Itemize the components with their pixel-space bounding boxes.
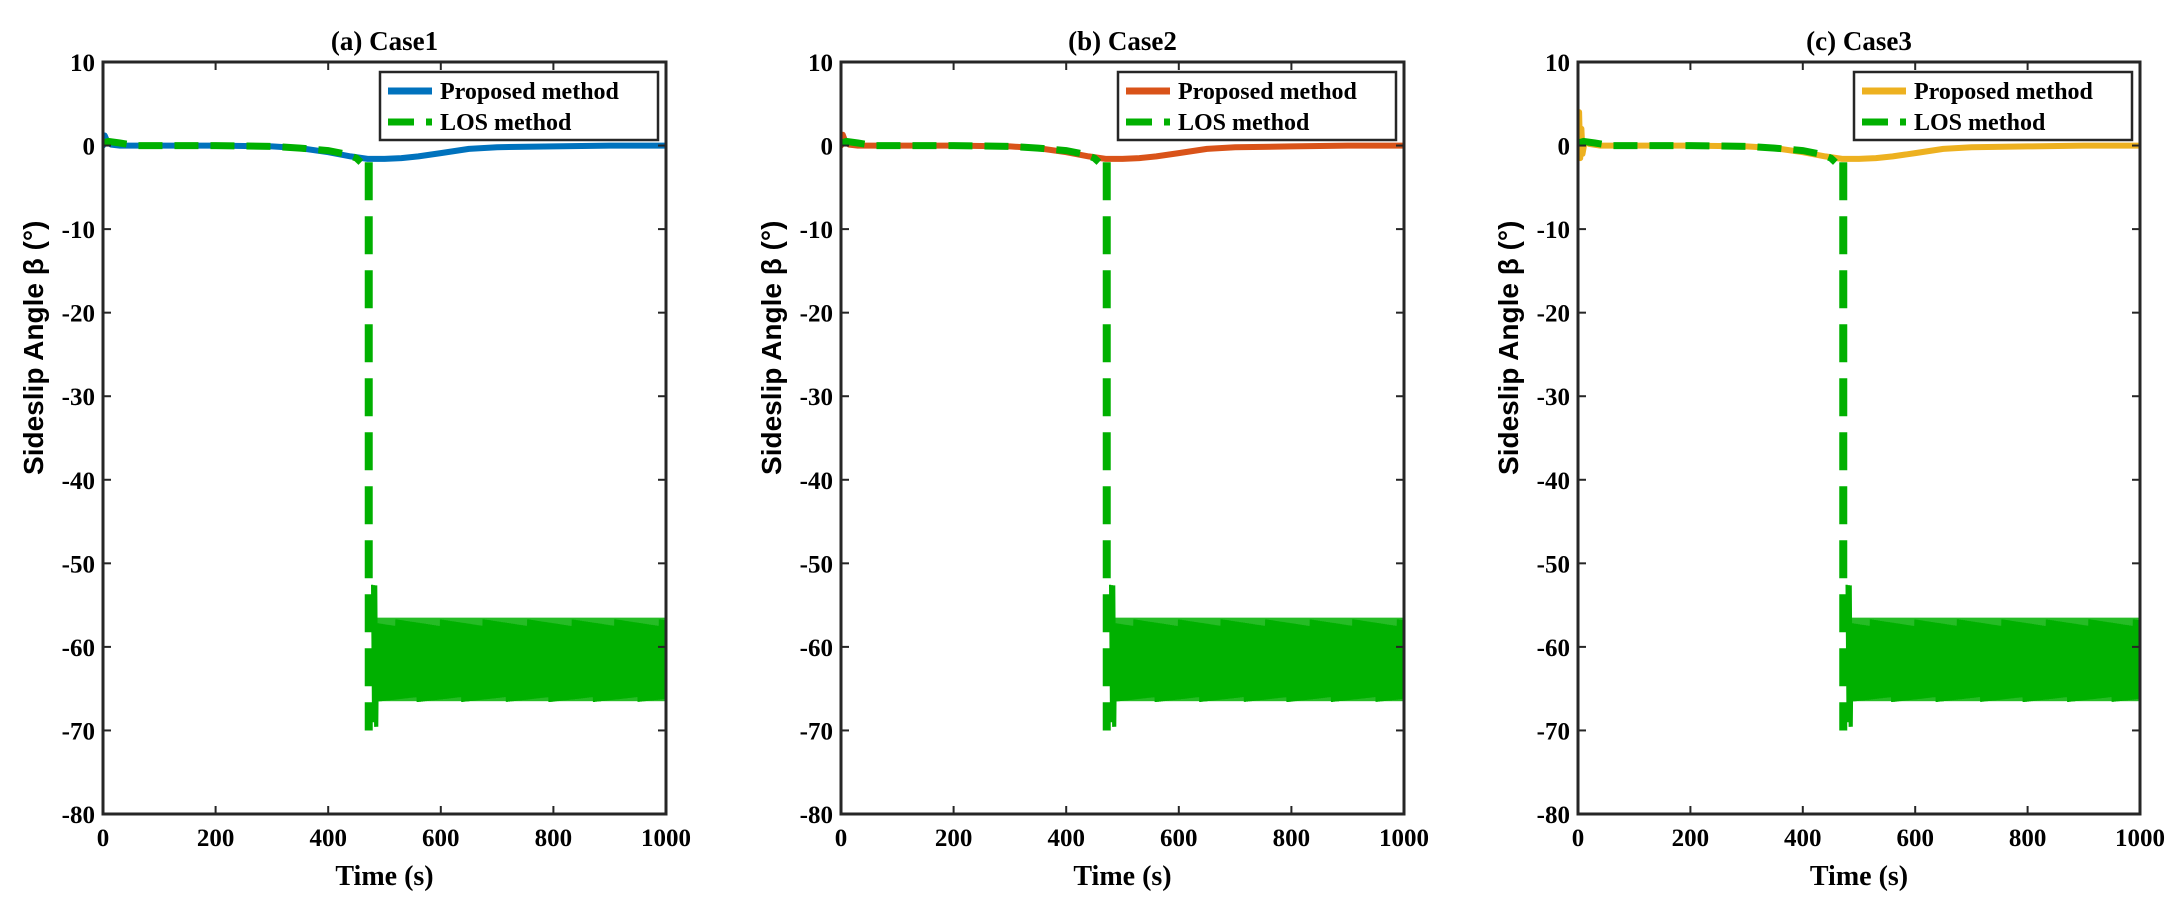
series-band-los [1112,617,1404,702]
series-band-los [1848,617,2140,702]
y-tick-label: 10 [1545,50,1570,77]
y-tick-label: -60 [62,635,95,662]
y-axis-label: Sideslip Angle β (°) [18,221,49,475]
legend: Proposed method LOS method [1852,70,2134,142]
legend-label: Proposed method [1914,79,2094,105]
y-tick-label: -80 [800,802,833,829]
chart-panel-3: (c) Case3 0 200 400 600 800 1000 10 0 -10 -20 -30 -4… [1493,26,2165,892]
plot-data [103,132,666,731]
x-tick-label: 1000 [2115,825,2165,852]
axes-box [1576,60,2142,816]
y-tick-label: -60 [1537,635,1570,662]
legend-box [378,70,660,142]
y-tick-label: -40 [1537,468,1570,495]
x-tick-label: 0 [97,825,110,852]
y-axis-label: Sideslip Angle β (°) [1493,221,1524,475]
y-tick-label: -20 [62,301,95,328]
x-tick-label: 1000 [641,825,691,852]
x-tick-label: 0 [1572,825,1585,852]
x-tick-label: 800 [535,825,573,852]
y-tick-label: -10 [62,217,95,244]
y-tick-label: -50 [62,551,95,578]
y-tick-label: -70 [1537,718,1570,745]
series-line-los [103,137,364,165]
axes-box [839,60,1406,816]
legend-label: LOS method [440,110,572,136]
y-tick-label: -70 [800,718,833,745]
legend: Proposed method LOS method [1116,70,1398,142]
x-tick-label: 600 [1896,825,1934,852]
y-tick-label: -80 [1537,802,1570,829]
legend-box [1852,70,2134,142]
x-tick-label: 800 [2009,825,2047,852]
y-tick-label: -30 [800,384,833,411]
x-tick-label: 200 [197,825,235,852]
x-tick-label: 600 [422,825,460,852]
y-tick-label: 10 [70,50,95,77]
y-tick-label: -50 [800,551,833,578]
x-axis-label: Time (s) [1073,861,1171,892]
x-axis-label: Time (s) [1810,861,1908,892]
x-tick-label: 200 [935,825,973,852]
y-tick-label: -30 [62,384,95,411]
y-tick-label: 10 [808,50,833,77]
y-axis-label: Sideslip Angle β (°) [756,221,787,475]
legend-label: Proposed method [440,79,620,105]
x-tick-label: 800 [1273,825,1311,852]
x-tick-label: 0 [835,825,848,852]
x-tick-label: 200 [1672,825,1710,852]
x-tick-label: 400 [1784,825,1822,852]
chart-title: (b) Case2 [1068,26,1177,56]
y-tick-label: -10 [1537,217,1570,244]
y-tick-label: -40 [800,468,833,495]
y-tick-label: -40 [62,468,95,495]
series-line-los [841,137,1102,165]
x-axis-label: Time (s) [335,861,433,892]
y-tick-label: 0 [83,134,96,161]
y-tick-label: -10 [800,217,833,244]
legend-label: LOS method [1914,110,2046,136]
x-tick-label: 1000 [1379,825,1429,852]
y-tick-label: -20 [800,301,833,328]
series-line-los [1578,137,1838,165]
y-tick-label: -50 [1537,551,1570,578]
legend: Proposed method LOS method [378,70,660,142]
legend-box [1116,70,1398,142]
y-tick-label: 0 [821,134,834,161]
x-tick-label: 600 [1160,825,1198,852]
series-band-los [374,617,666,702]
x-tick-label: 400 [1047,825,1085,852]
plot-data [1578,109,2140,731]
legend-label: Proposed method [1178,79,1358,105]
y-tick-label: -30 [1537,384,1570,411]
chart-title: (c) Case3 [1806,26,1912,56]
legend-label: LOS method [1178,110,1310,136]
axes-box [101,60,668,816]
y-tick-label: -60 [800,635,833,662]
y-tick-label: -80 [62,802,95,829]
chart-title: (a) Case1 [331,26,438,56]
y-tick-label: 0 [1558,134,1571,161]
x-tick-label: 400 [309,825,347,852]
plot-data [841,131,1404,731]
y-tick-label: -70 [62,718,95,745]
chart-panel-2: (b) Case2 0 200 400 600 800 1000 10 0 -10 -20 -30 -4… [756,26,1429,892]
y-tick-label: -20 [1537,301,1570,328]
chart-panel-1: (a) Case1 0 200 400 600 800 1000 10 0 -10 -20 -30 -4… [18,26,691,892]
